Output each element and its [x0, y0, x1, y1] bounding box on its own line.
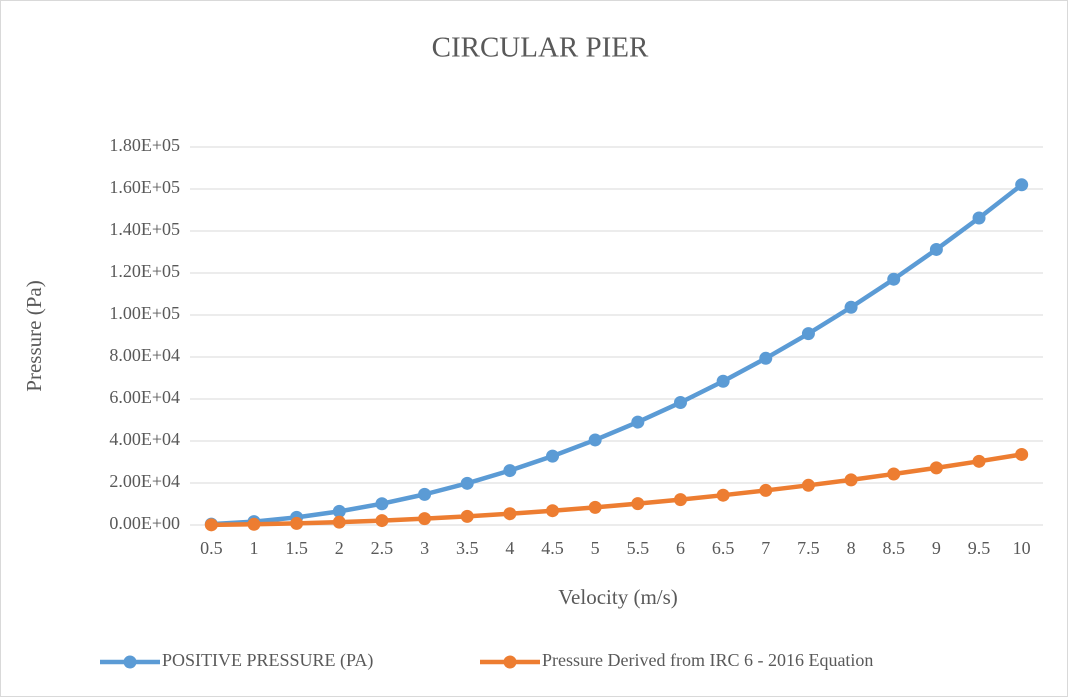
- y-tick-label: 4.00E+04: [109, 429, 180, 449]
- data-point: [759, 351, 773, 365]
- x-axis-label: Velocity (m/s): [558, 585, 678, 609]
- chart-title: CIRCULAR PIER: [432, 32, 649, 64]
- y-tick-label: 1.40E+05: [109, 219, 180, 239]
- x-tick-label: 9: [932, 538, 941, 558]
- legend-label: POSITIVE PRESSURE (PA): [162, 650, 373, 671]
- x-tick-label: 5: [591, 538, 600, 558]
- data-point: [673, 396, 687, 410]
- x-tick-label: 2: [335, 538, 344, 558]
- y-tick-label: 1.20E+05: [109, 261, 180, 281]
- x-tick-label: 1: [249, 538, 258, 558]
- data-point: [375, 497, 389, 511]
- data-point: [801, 478, 815, 492]
- data-point: [332, 504, 346, 518]
- data-point: [588, 433, 602, 447]
- data-point: [418, 487, 432, 501]
- x-tick-label: 4: [505, 538, 514, 558]
- x-tick-label: 8.5: [882, 538, 905, 558]
- data-point: [929, 461, 943, 475]
- data-point: [972, 211, 986, 225]
- legend-marker: [503, 655, 517, 669]
- legend-marker: [123, 655, 137, 669]
- y-tick-label: 1.60E+05: [109, 177, 180, 197]
- x-tick-label: 0.5: [200, 538, 223, 558]
- y-axis-label: Pressure (Pa): [22, 280, 46, 391]
- x-tick-label: 1.5: [285, 538, 308, 558]
- data-point: [929, 242, 943, 256]
- data-point: [887, 467, 901, 481]
- data-point: [204, 518, 218, 532]
- x-tick-label: 8: [847, 538, 856, 558]
- data-point: [1015, 178, 1029, 192]
- data-point: [503, 507, 517, 521]
- x-tick-label: 10: [1013, 538, 1031, 558]
- y-tick-label: 0.00E+00: [109, 513, 180, 533]
- data-point: [631, 415, 645, 429]
- y-tick-label: 2.00E+04: [109, 471, 180, 491]
- legend-label: Pressure Derived from IRC 6 - 2016 Equat…: [542, 650, 873, 670]
- data-point: [716, 488, 730, 502]
- x-tick-label: 7.5: [797, 538, 820, 558]
- data-point: [844, 300, 858, 314]
- y-tick-label: 6.00E+04: [109, 387, 180, 407]
- data-point: [588, 500, 602, 514]
- data-point: [546, 449, 560, 463]
- data-point: [460, 476, 474, 490]
- data-point: [716, 374, 730, 388]
- data-point: [332, 515, 346, 529]
- x-tick-label: 3.5: [456, 538, 479, 558]
- x-tick-label: 5.5: [627, 538, 650, 558]
- x-tick-label: 7: [761, 538, 770, 558]
- x-tick-label: 6: [676, 538, 685, 558]
- series-line: [211, 452, 1023, 528]
- data-point: [460, 509, 474, 523]
- series-line: [211, 183, 1024, 527]
- data-point: [631, 497, 645, 511]
- y-tick-label: 1.00E+05: [109, 303, 180, 323]
- x-tick-label: 4.5: [541, 538, 564, 558]
- data-point: [418, 512, 432, 526]
- data-point: [673, 493, 687, 507]
- data-point: [503, 464, 517, 478]
- data-point: [801, 327, 815, 341]
- y-tick-label: 8.00E+04: [109, 345, 180, 365]
- data-point: [844, 473, 858, 487]
- data-point: [759, 483, 773, 497]
- data-point: [375, 514, 389, 528]
- y-tick-label: 1.80E+05: [109, 135, 180, 155]
- data-point: [247, 517, 261, 531]
- data-point: [290, 516, 304, 530]
- data-point: [1015, 447, 1029, 461]
- x-tick-label: 6.5: [712, 538, 735, 558]
- data-point: [546, 504, 560, 518]
- x-tick-label: 9.5: [968, 538, 991, 558]
- x-tick-label: 3: [420, 538, 429, 558]
- data-point: [887, 272, 901, 286]
- x-tick-label: 2.5: [371, 538, 394, 558]
- data-point: [972, 454, 986, 468]
